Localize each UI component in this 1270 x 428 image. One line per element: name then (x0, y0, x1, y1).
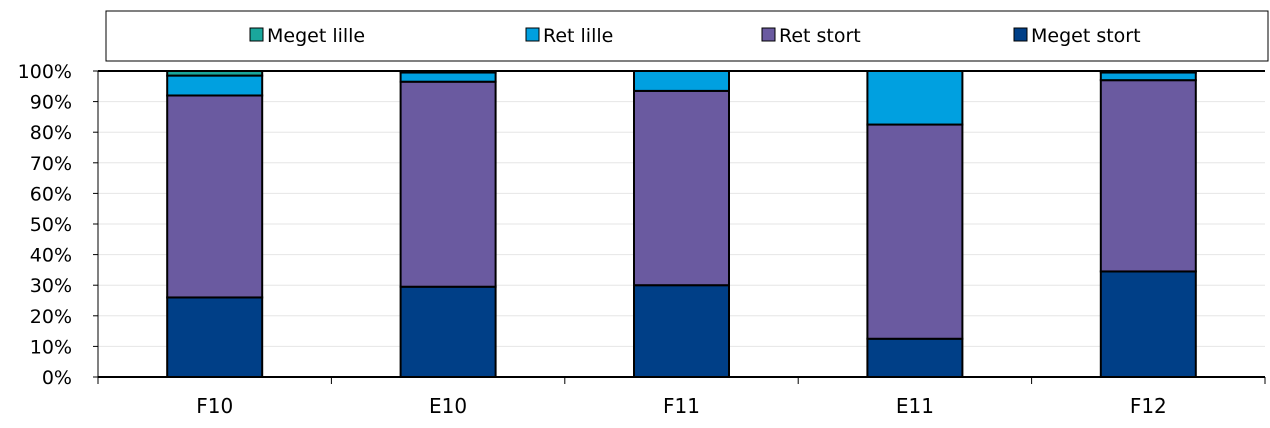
y-tick-label-20-: 20% (30, 306, 72, 328)
legend-label-meget-lille: Meget lille (267, 25, 365, 47)
legend-box (105, 10, 1269, 62)
legend-swatch-ret-stort (761, 27, 776, 42)
bar-f10-ret-stort (166, 94, 264, 299)
x-tick-labels: F10 E10 F11 E11 F12 (196, 394, 1167, 418)
x-tick-label-f12: F12 (1130, 394, 1167, 418)
legend-swatch-meget-stort (1013, 27, 1028, 42)
bar-f10-ret-lille (166, 74, 264, 97)
y-tick-label-50-: 50% (30, 214, 72, 236)
y-tick-label-70-: 70% (30, 153, 72, 175)
y-tick-label-100-: 100% (18, 61, 72, 83)
y-tick-label-60-: 60% (30, 183, 72, 205)
bar-f12-ret-stort (1099, 79, 1197, 273)
legend-label-ret-lille: Ret lille (543, 25, 613, 47)
y-tick-label-30-: 30% (30, 275, 72, 297)
bars (166, 70, 1197, 379)
x-tick-label-f11: F11 (663, 394, 700, 418)
x-tick-label-e11: E11 (896, 394, 934, 418)
legend-swatch-meget-lille (249, 27, 264, 42)
y-tick-label-40-: 40% (30, 245, 72, 267)
bar-e11-meget-stort (866, 337, 964, 378)
axes (93, 70, 1266, 384)
y-tick-label-90-: 90% (30, 92, 72, 114)
bar-e11-ret-stort (866, 123, 964, 340)
x-tick-label-f10: F10 (196, 394, 233, 418)
bar-f11-ret-stort (633, 89, 730, 287)
x-tick-label-e10: E10 (429, 394, 467, 418)
legend-swatch-ret-lille (525, 27, 540, 42)
bar-f11-meget-stort (633, 284, 730, 379)
bar-e10-meget-stort (399, 285, 497, 379)
y-tick-label-0-: 0% (42, 367, 72, 389)
bar-f10-meget-stort (166, 296, 264, 378)
legend-label-ret-stort: Ret stort (779, 25, 861, 47)
legend: Meget lille Ret lille Ret stort Meget stort (105, 10, 1269, 62)
bar-f12-ret-lille (1099, 71, 1197, 82)
bar-e10-ret-stort (399, 80, 497, 288)
bar-f11-ret-lille (633, 70, 730, 92)
y-tick-label-10-: 10% (30, 336, 72, 358)
legend-label-meget-stort: Meget stort (1031, 25, 1141, 47)
y-tick-labels: 0% 10% 20% 30% 40% 50% 60% 70% 80% 90% 100% (18, 61, 72, 389)
bar-e10-ret-lille (399, 71, 497, 83)
bar-f12-meget-stort (1099, 270, 1197, 378)
bar-e11-ret-lille (866, 70, 964, 126)
y-tick-label-80-: 80% (30, 122, 72, 144)
